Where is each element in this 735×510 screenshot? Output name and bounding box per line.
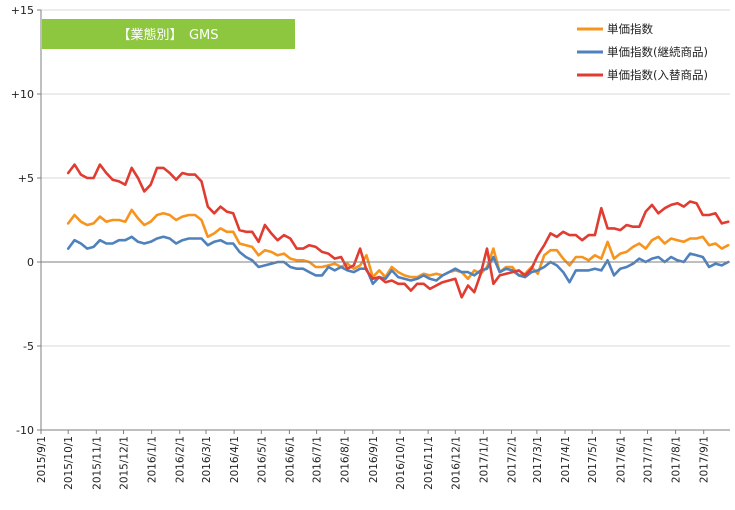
chart-title-background <box>42 19 295 49</box>
x-tick-label: 2015/9/1 <box>36 436 48 483</box>
y-tick-label: +10 <box>11 88 34 101</box>
y-tick-label: 0 <box>27 256 34 269</box>
x-tick-label: 2016/9/1 <box>368 436 380 483</box>
legend-label: 単価指数 <box>607 22 653 36</box>
x-tick-label: 2017/5/1 <box>587 436 599 483</box>
legend-label: 単価指数(継続商品) <box>607 45 708 59</box>
x-tick-label: 2015/11/1 <box>91 436 103 490</box>
x-tick-label: 2016/8/1 <box>340 436 352 483</box>
x-tick-label: 2016/2/1 <box>175 436 187 483</box>
x-tick-label: 2017/9/1 <box>699 436 711 483</box>
chart-title: 【業態別】 GMS <box>117 27 218 43</box>
x-tick-label: 2016/12/1 <box>450 436 462 490</box>
series-lines <box>66 163 730 299</box>
x-tick-label: 2016/10/1 <box>395 436 407 490</box>
series-line <box>66 208 730 281</box>
x-tick-label: 2016/1/1 <box>147 436 159 483</box>
x-tick-label: 2017/8/1 <box>671 436 683 483</box>
x-tick-label: 2017/6/1 <box>615 436 627 483</box>
x-axis-ticks: 2015/9/1 2015/10/1 2015/11/1 2015/12/1 2016/… <box>36 430 711 490</box>
legend-label: 単価指数(入替商品) <box>607 68 708 82</box>
series-line <box>66 163 730 299</box>
series-line <box>66 235 730 286</box>
x-tick-label: 2016/11/1 <box>423 436 435 490</box>
y-tick-label: +5 <box>18 172 34 185</box>
axes <box>40 10 730 431</box>
y-tick-label: +15 <box>11 4 34 17</box>
x-tick-label: 2016/6/1 <box>284 436 296 483</box>
x-tick-label: 2015/12/1 <box>118 436 130 490</box>
x-tick-label: 2016/3/1 <box>201 436 213 483</box>
y-axis-ticks: -10 -5 0 +5 +10 +15 <box>11 4 41 437</box>
y-tick-label: -5 <box>23 340 34 353</box>
x-tick-label: 2017/2/1 <box>507 436 519 483</box>
x-tick-label: 2017/1/1 <box>478 436 490 483</box>
x-tick-label: 2016/7/1 <box>312 436 324 483</box>
y-tick-label: -10 <box>16 424 34 437</box>
x-tick-label: 2016/5/1 <box>256 436 268 483</box>
chart-title-box: 【業態別】 GMS <box>42 19 295 49</box>
x-tick-label: 2017/4/1 <box>560 436 572 483</box>
x-tick-label: 2017/7/1 <box>643 436 655 483</box>
x-tick-label: 2017/3/1 <box>532 436 544 483</box>
x-tick-label: 2016/4/1 <box>229 436 241 483</box>
x-tick-label: 2015/10/1 <box>63 436 75 490</box>
